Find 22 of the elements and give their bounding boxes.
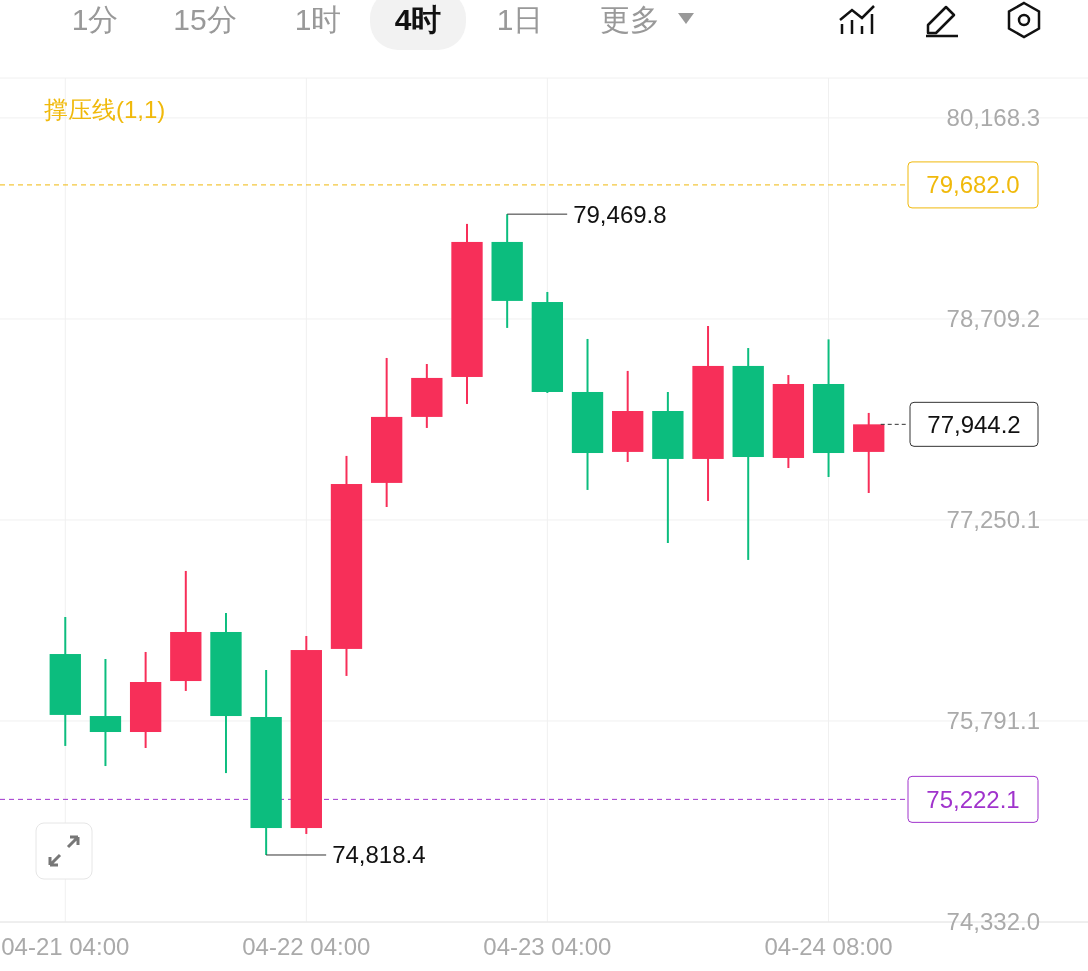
x-tick-label: 04-21 04:00 — [1, 933, 130, 960]
text: 1分 — [71, 3, 119, 36]
text: 15分 — [173, 3, 237, 36]
y-tick-label: 77,250.1 — [946, 506, 1040, 534]
ref-line-label: 75,222.1 — [926, 785, 1020, 813]
y-tick-label: 75,791.1 — [946, 707, 1040, 735]
y-tick-label: 78,709.2 — [946, 305, 1040, 333]
y-tick-label: 74,332.0 — [946, 908, 1040, 936]
x-tick-label: 04-22 04:00 — [242, 933, 371, 960]
text: 更多 — [600, 3, 660, 36]
text: 4时 — [394, 3, 442, 36]
legend-title: 撑压线(1,1) — [44, 96, 166, 123]
text: 1时 — [294, 3, 342, 36]
y-tick-label: 80,168.3 — [946, 104, 1040, 132]
candlestick — [89, 657, 122, 768]
annotation: 79,469.8 — [573, 200, 667, 228]
x-tick-label: 04-24 08:00 — [764, 933, 893, 960]
annotation: 74,818.4 — [332, 841, 426, 869]
ref-line-label: 79,682.0 — [926, 171, 1020, 199]
text: 1日 — [496, 3, 544, 36]
x-tick-label: 04-23 04:00 — [483, 933, 612, 960]
annotation: 77,944.2 — [927, 410, 1021, 438]
